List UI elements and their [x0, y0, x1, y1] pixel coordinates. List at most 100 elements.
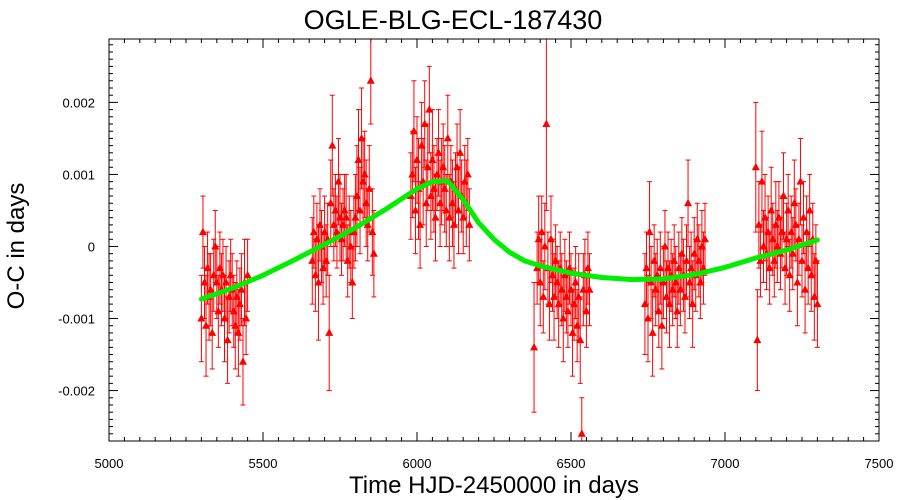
data-point: [759, 241, 768, 250]
data-point: [546, 234, 555, 243]
data-point: [554, 299, 563, 308]
data-point: [688, 299, 697, 308]
data-point: [656, 263, 665, 272]
data-point: [433, 169, 442, 178]
data-point: [757, 177, 766, 185]
data-point: [577, 429, 586, 437]
data-point: [665, 299, 674, 308]
data-point: [694, 256, 703, 264]
data-point: [319, 263, 328, 272]
data-point: [351, 213, 360, 221]
data-point: [653, 270, 662, 279]
data-point: [312, 234, 321, 243]
data-point: [791, 220, 800, 228]
data-point: [420, 119, 429, 128]
data-point: [439, 162, 448, 171]
error-bars: [198, 38, 820, 442]
data-point: [436, 198, 445, 207]
data-point: [770, 256, 779, 264]
data-point: [534, 234, 543, 243]
data-point: [798, 256, 806, 264]
x-tick-label: 6500: [557, 456, 586, 471]
data-point: [687, 263, 696, 272]
data-point: [765, 263, 774, 272]
data-point: [209, 270, 218, 279]
data-point: [423, 162, 432, 171]
data-point: [325, 328, 334, 336]
data-point: [413, 155, 421, 164]
data-point: [563, 306, 572, 315]
data-point: [237, 285, 246, 293]
data-point: [343, 256, 352, 264]
data-point: [329, 220, 338, 228]
data-point: [322, 256, 331, 264]
data-point: [767, 205, 776, 214]
data-point: [225, 292, 234, 300]
data-point: [699, 263, 708, 272]
data-point: [337, 234, 346, 243]
data-point: [459, 213, 468, 221]
data-point: [465, 220, 474, 228]
data-point: [416, 220, 425, 228]
data-point: [232, 292, 241, 300]
data-point: [454, 205, 463, 214]
data-point: [677, 249, 686, 257]
data-point: [311, 270, 320, 279]
data-point: [366, 76, 375, 84]
data-point: [222, 278, 231, 286]
data-point: [315, 220, 324, 228]
data-point: [231, 321, 240, 329]
data-point: [562, 292, 571, 300]
y-axis-label: O-C in days: [3, 183, 30, 310]
data-point: [771, 220, 780, 228]
data-point: [429, 184, 438, 192]
data-point: [460, 177, 469, 185]
data-point: [340, 205, 349, 214]
data-point: [443, 133, 452, 142]
data-point: [548, 270, 557, 279]
data-point: [234, 328, 243, 336]
data-point: [215, 263, 224, 272]
data-point: [804, 263, 813, 272]
data-point: [674, 263, 683, 272]
data-point: [693, 234, 702, 243]
data-point: [368, 227, 377, 236]
data-point: [571, 278, 580, 286]
data-point: [664, 263, 673, 272]
data-point: [431, 213, 440, 221]
data-point: [576, 335, 585, 344]
data-point: [684, 198, 693, 207]
data-point: [790, 198, 799, 207]
fit-curve-layer: [198, 178, 820, 302]
data-point: [530, 342, 539, 351]
axis-ticks: 5000 5500 6000 6500 7000 7500 -0.002 -0.001 0 0.0…: [58, 39, 893, 471]
data-point: [787, 227, 796, 236]
data-point: [203, 263, 212, 272]
data-point: [229, 306, 238, 315]
data-point: [785, 270, 794, 279]
data-point: [422, 198, 431, 207]
data-point: [550, 292, 559, 300]
data-point: [651, 285, 660, 293]
data-point: [682, 256, 691, 264]
data-point: [788, 249, 797, 257]
x-tick-label: 7500: [865, 456, 894, 471]
data-point: [645, 227, 654, 236]
data-point: [445, 213, 454, 221]
data-point: [761, 213, 770, 221]
data-point: [238, 357, 247, 365]
data-point: [206, 285, 215, 293]
data-point: [308, 256, 317, 264]
data-point: [226, 270, 235, 279]
data-point: [660, 241, 669, 250]
data-point: [754, 220, 763, 228]
data-point: [654, 306, 663, 315]
data-point: [363, 220, 372, 228]
data-point: [453, 162, 462, 171]
data-point: [220, 314, 229, 322]
data-point: [442, 205, 451, 214]
data-point: [342, 213, 351, 221]
data-point: [553, 278, 562, 286]
data-point: [346, 241, 355, 250]
x-tick-label: 6000: [403, 456, 432, 471]
